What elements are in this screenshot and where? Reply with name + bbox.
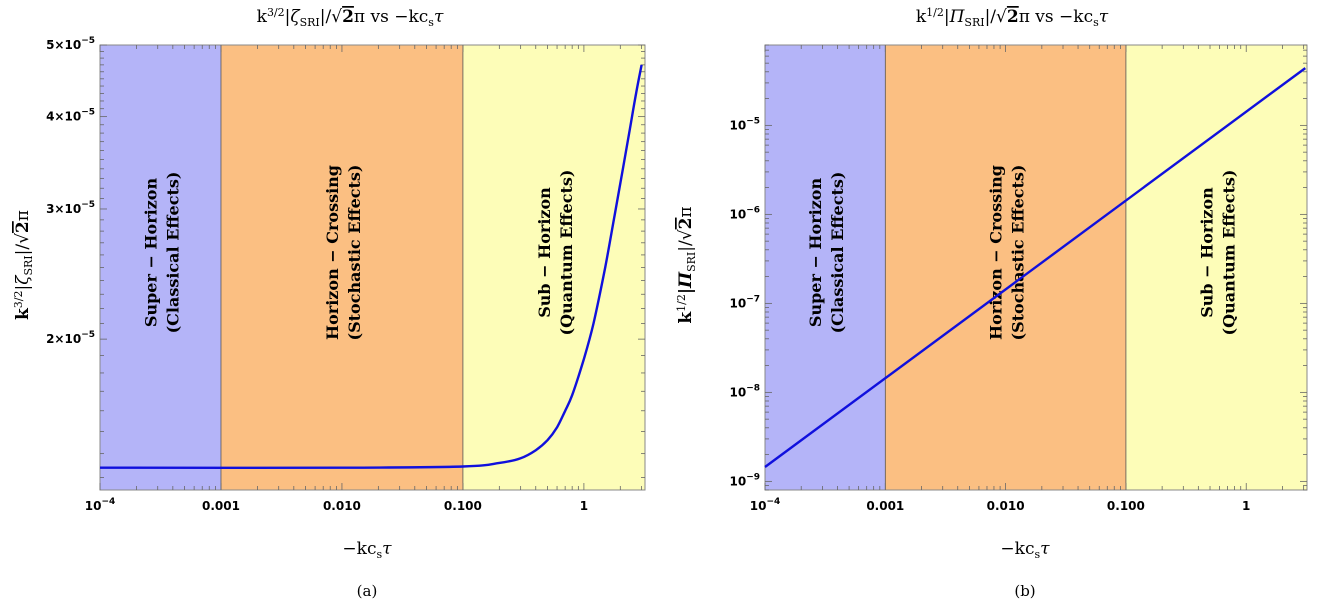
region-band bbox=[462, 45, 645, 490]
x-tick-label: 0.100 bbox=[1107, 499, 1145, 513]
x-tick-label: 0.010 bbox=[987, 499, 1025, 513]
region-label: Sub − Horizon (Quantum Effects) bbox=[1197, 170, 1238, 336]
region-label-line2: (Classical Effects) bbox=[828, 172, 847, 334]
x-tick-label: 0.001 bbox=[866, 499, 904, 513]
region-label-line1: Sub − Horizon bbox=[535, 187, 554, 318]
region-label: Sub − Horizon (Quantum Effects) bbox=[535, 170, 576, 336]
region-band bbox=[220, 45, 463, 490]
region-band bbox=[885, 45, 1126, 490]
panel-caption: (b) bbox=[1014, 582, 1035, 600]
x-tick-label: 0.001 bbox=[202, 499, 240, 513]
y-tick-label: 4×10−5 bbox=[46, 108, 95, 124]
x-tick-label: 1 bbox=[580, 499, 588, 513]
y-tick-label: 2×10−5 bbox=[46, 330, 95, 346]
region-label-line2: (Quantum Effects) bbox=[557, 170, 576, 336]
panel-caption: (a) bbox=[357, 582, 378, 600]
y-tick-label: 10−5 bbox=[729, 116, 760, 132]
region-label: Horizon − Crossing (Stochastic Effects) bbox=[987, 165, 1028, 341]
x-axis-title: −kcsτ bbox=[1000, 539, 1050, 561]
region-label-line1: Horizon − Crossing bbox=[323, 165, 342, 340]
region-label-line1: Horizon − Crossing bbox=[987, 165, 1006, 340]
y-tick-label: 5×10−5 bbox=[46, 36, 95, 52]
chart-panel-a: k3/2|ζSRI|/√2π vs −kcsτ Super − Horizon(… bbox=[0, 0, 667, 607]
region-band bbox=[100, 45, 221, 490]
region-label-line2: (Stochastic Effects) bbox=[345, 165, 364, 341]
x-tick-label: 10−4 bbox=[750, 497, 781, 513]
region-label-line2: (Classical Effects) bbox=[163, 172, 182, 334]
x-tick-label: 1 bbox=[1242, 499, 1250, 513]
chart-title: k3/2|ζSRI|/√2π vs −kcsτ bbox=[257, 6, 444, 29]
region-band bbox=[765, 45, 886, 490]
region-label: Super − Horizon (Classical Effects) bbox=[141, 172, 182, 334]
y-tick-label: 10−8 bbox=[729, 383, 760, 399]
region-label-line1: Super − Horizon bbox=[141, 178, 160, 328]
plot-area: Super − Horizon (Classical Effects) Horizo… bbox=[729, 44, 1308, 513]
y-axis-title: k3/2|ζSRI|/√2π bbox=[12, 210, 35, 320]
region-label-line2: (Stochastic Effects) bbox=[1009, 165, 1028, 341]
y-tick-label: 3×10−5 bbox=[46, 200, 95, 216]
chart-svg-b: k1/2|ΠSRI|/√2π vs −kcsτ Super − Horizon(… bbox=[675, 6, 1308, 600]
region-label-line1: Sub − Horizon bbox=[1197, 187, 1216, 318]
x-tick-label: 0.010 bbox=[323, 499, 361, 513]
chart-title: k1/2|ΠSRI|/√2π vs −kcsτ bbox=[916, 6, 1109, 29]
plot-frame bbox=[764, 44, 1308, 491]
series-line bbox=[99, 64, 643, 469]
region-label-line2: (Quantum Effects) bbox=[1219, 170, 1238, 336]
y-tick-label: 10−6 bbox=[729, 205, 760, 221]
x-tick-label: 0.100 bbox=[444, 499, 482, 513]
region-band bbox=[1125, 45, 1307, 490]
series-line bbox=[764, 67, 1307, 468]
plot-area: Super − Horizon (Classical Effects) Horizo… bbox=[46, 36, 646, 513]
x-axis-title: −kcsτ bbox=[342, 539, 392, 561]
x-tick-label: 10−4 bbox=[85, 497, 116, 513]
chart-panel-b: k1/2|ΠSRI|/√2π vs −kcsτ Super − Horizon(… bbox=[667, 0, 1334, 607]
y-axis-title: k1/2|ΠSRI|/√2π bbox=[675, 206, 698, 323]
region-label-line1: Super − Horizon bbox=[806, 178, 825, 328]
chart-svg-a: k3/2|ζSRI|/√2π vs −kcsτ Super − Horizon(… bbox=[12, 6, 646, 600]
region-label: Horizon − Crossing (Stochastic Effects) bbox=[323, 165, 364, 341]
region-label: Super − Horizon (Classical Effects) bbox=[806, 172, 847, 334]
y-tick-label: 10−9 bbox=[729, 472, 760, 488]
y-tick-label: 10−7 bbox=[729, 294, 760, 310]
